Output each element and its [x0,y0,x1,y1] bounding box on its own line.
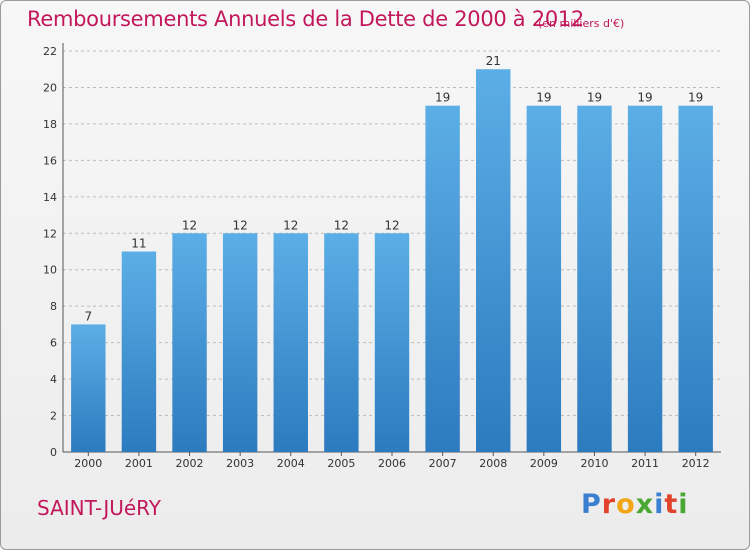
x-tick-label: 2008 [479,457,507,470]
bar-value-labels: 7 11 12 12 12 12 12 19 21 19 19 19 19 [84,54,703,323]
y-tick-label: 4 [50,373,57,386]
bar-value-label: 21 [486,54,501,68]
x-tick-labels: 2000 2001 2002 2003 2004 2005 2006 2007 2008 2009… [74,452,710,470]
y-tick-label: 12 [43,227,57,240]
chart-subtitle: (en milliers d'€) [538,17,625,30]
bar-2004 [273,233,308,452]
bar-2000 [71,324,106,452]
x-tick-label: 2006 [378,457,406,470]
proxiti-logo: Proxiti [581,489,689,520]
bar-value-label: 7 [84,309,92,323]
bar-value-label: 19 [536,91,551,105]
bar-2007 [425,105,460,452]
bar-value-label: 19 [587,91,602,105]
bar-2010 [577,105,612,452]
x-tick-label: 2007 [429,457,457,470]
y-tick-label: 10 [43,264,57,277]
bar-2001 [121,251,157,452]
bar-2006 [374,233,410,452]
bar-2002 [172,233,207,452]
chart-title: Remboursements Annuels de la Dette de 20… [27,7,584,31]
bar-2009 [526,105,562,452]
x-tick-label: 2004 [277,457,305,470]
logo-letter: i [654,489,665,520]
logo-letter: r [601,489,617,520]
y-tick-labels: 0 2 4 6 8 10 12 14 16 18 20 22 [43,45,57,459]
y-tick-label: 0 [50,446,57,459]
x-tick-label: 2002 [176,457,204,470]
bar-value-label: 19 [688,91,703,105]
logo-letter: o [616,489,636,520]
x-tick-label: 2012 [682,457,710,470]
logo-letter: i [678,489,689,520]
x-tick-label: 2010 [580,457,608,470]
bar-value-label: 11 [131,237,146,251]
bars [71,69,713,453]
y-tick-label: 2 [50,410,57,423]
y-tick-label: 8 [50,300,57,313]
y-tick-label: 14 [43,191,57,204]
bar-value-label: 12 [384,218,399,232]
x-tick-label: 2009 [530,457,558,470]
x-tick-label: 2011 [631,457,659,470]
bar-value-label: 12 [334,218,349,232]
bar-value-label: 19 [435,91,450,105]
bar-2003 [222,233,258,452]
bar-value-label: 12 [233,218,248,232]
x-tick-label: 2001 [125,457,153,470]
y-tick-label: 18 [43,118,57,131]
y-tick-label: 22 [43,45,57,58]
y-tick-label: 20 [43,81,57,94]
bar-2005 [324,233,359,452]
x-tick-label: 2005 [327,457,355,470]
bar-2008 [476,69,511,453]
logo-letter: t [664,489,679,520]
y-tick-label: 16 [43,154,57,167]
y-tick-label: 6 [50,337,57,350]
bar-value-label: 12 [283,218,298,232]
commune-name: SAINT-JUéRY [37,496,161,520]
bar-value-label: 19 [637,91,652,105]
bar-2011 [627,105,663,452]
x-tick-label: 2000 [74,457,102,470]
bar-value-label: 12 [182,218,197,232]
logo-letter: x [635,489,655,520]
x-tick-label: 2003 [226,457,254,470]
logo-letter: P [581,489,602,520]
bar-2012 [678,105,713,452]
